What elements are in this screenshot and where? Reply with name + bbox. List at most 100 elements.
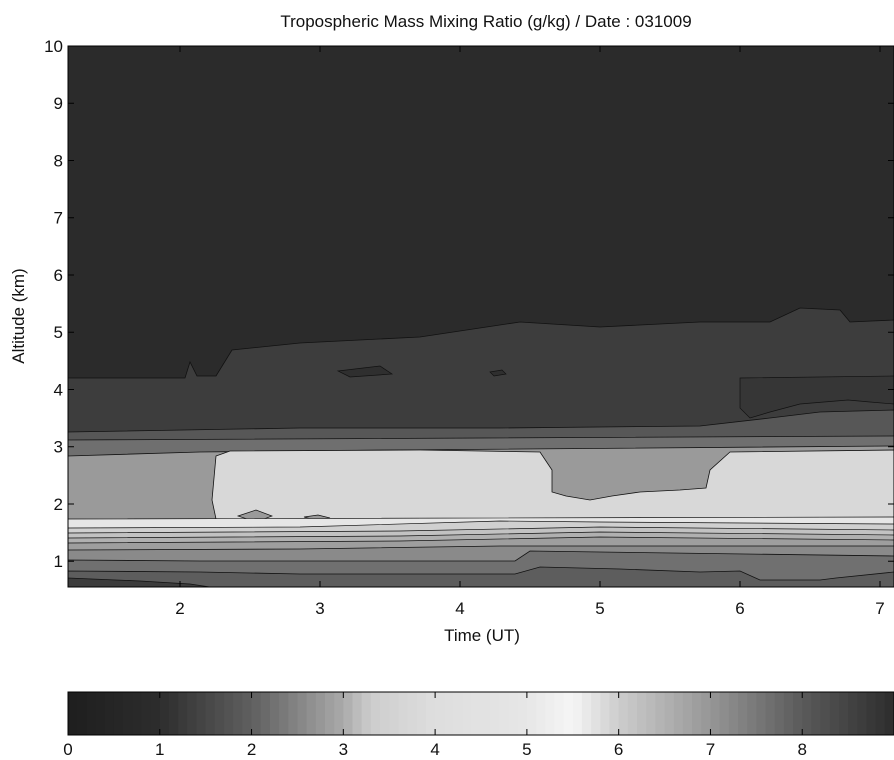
colorbar-cell (719, 692, 730, 735)
colorbar-cell (444, 692, 455, 735)
chart-title: Tropospheric Mass Mixing Ratio (g/kg) / … (280, 12, 691, 31)
colorbar-cell (269, 692, 280, 735)
colorbar-cell (435, 692, 445, 735)
y-tick-label: 6 (54, 266, 63, 285)
colorbar-cell (618, 692, 629, 735)
colorbar-cell (407, 692, 418, 735)
y-tick-label: 5 (54, 323, 63, 342)
colorbar-cell (416, 692, 427, 735)
colorbar-tick-label: 6 (614, 740, 623, 759)
colorbar-cell (581, 692, 592, 735)
colorbar-cell (536, 692, 546, 735)
colorbar-cell (462, 692, 473, 735)
colorbar-cell (68, 692, 78, 735)
colorbar-cell (848, 692, 858, 735)
colorbar: 0 1 2 3 4 5 6 7 8 (63, 691, 894, 759)
colorbar-cell (306, 692, 317, 735)
colorbar-cell (370, 692, 381, 735)
x-axis-label: Time (UT) (444, 626, 520, 645)
colorbar-cell (545, 692, 556, 735)
colorbar-cell (793, 692, 803, 735)
colorbar-cell (875, 692, 886, 735)
colorbar-cell (572, 692, 583, 735)
colorbar-tick-label: 7 (706, 740, 715, 759)
colorbar-cell (242, 692, 253, 735)
y-axis-label: Altitude (km) (9, 268, 28, 363)
colorbar-cell (224, 692, 234, 735)
colorbar-tick-label: 8 (797, 740, 806, 759)
plot-area (68, 46, 894, 587)
colorbar-cell (490, 692, 500, 735)
colorbar-cell (324, 692, 335, 735)
colorbar-tick-label: 0 (63, 740, 72, 759)
colorbar-cell (728, 692, 739, 735)
colorbar-cell (334, 692, 344, 735)
colorbar-cell (701, 692, 712, 735)
colorbar-cell (380, 692, 390, 735)
y-tick-label: 7 (54, 209, 63, 228)
x-tick-label: 6 (735, 599, 744, 618)
colorbar-cell (288, 692, 299, 735)
colorbar-cell (123, 692, 133, 735)
colorbar-cell (600, 692, 611, 735)
colorbar-cell (655, 692, 666, 735)
colorbar-cell (765, 692, 776, 735)
colorbar-cell (187, 692, 198, 735)
colorbar-cell (692, 692, 702, 735)
colorbar-tick-label: 4 (430, 740, 439, 759)
contour-region-moist-core (211, 449, 894, 520)
y-tick-label: 8 (54, 151, 63, 170)
colorbar-gradient (68, 692, 894, 735)
colorbar-cell (471, 692, 482, 735)
x-tick-label: 4 (455, 599, 464, 618)
plot-frame (67, 45, 894, 588)
colorbar-cell (178, 692, 188, 735)
colorbar-cell (747, 692, 757, 735)
colorbar-cell (104, 692, 115, 735)
colorbar-cell (783, 692, 794, 735)
colorbar-cell (884, 692, 894, 735)
colorbar-cell (802, 692, 812, 735)
colorbar-cell (251, 692, 262, 735)
colorbar-cell (425, 692, 436, 735)
colorbar-cell (279, 692, 289, 735)
colorbar-cell (710, 692, 721, 735)
y-tick-label: 9 (54, 94, 63, 113)
colorbar-cell (508, 692, 519, 735)
colorbar-cell (205, 692, 216, 735)
colorbar-cell (150, 692, 161, 735)
contour-pocket-2 (489, 369, 507, 377)
x-axis: 2 3 4 5 6 7 (175, 46, 885, 618)
colorbar-cell (563, 692, 574, 735)
colorbar-cell (646, 692, 656, 735)
colorbar-cell (260, 692, 271, 735)
x-tick-label: 3 (315, 599, 324, 618)
colorbar-cell (389, 692, 399, 735)
contour-pocket-1 (336, 365, 394, 378)
colorbar-cell (297, 692, 308, 735)
colorbar-cell (664, 692, 675, 735)
colorbar-cell (481, 692, 491, 735)
colorbar-cell (196, 692, 207, 735)
y-tick-label: 4 (54, 380, 63, 399)
y-tick-label: 10 (44, 37, 63, 56)
colorbar-cell (113, 692, 124, 735)
colorbar-cell (398, 692, 409, 735)
colorbar-cell (499, 692, 510, 735)
colorbar-cell (77, 692, 87, 735)
colorbar-tick-label: 3 (339, 740, 348, 759)
colorbar-cell (637, 692, 647, 735)
colorbar-cell (214, 692, 225, 735)
colorbar-cell (233, 692, 243, 735)
colorbar-cell (756, 692, 767, 735)
contour-region-right-step (739, 375, 894, 419)
colorbar-cell (838, 692, 849, 735)
colorbar-cell (168, 692, 179, 735)
y-tick-label: 1 (54, 552, 63, 571)
colorbar-cell (517, 692, 528, 735)
colorbar-cell (866, 692, 877, 735)
colorbar-axis: 0 1 2 3 4 5 6 7 8 (63, 692, 807, 759)
x-tick-label: 5 (595, 599, 604, 618)
colorbar-cell (141, 692, 152, 735)
